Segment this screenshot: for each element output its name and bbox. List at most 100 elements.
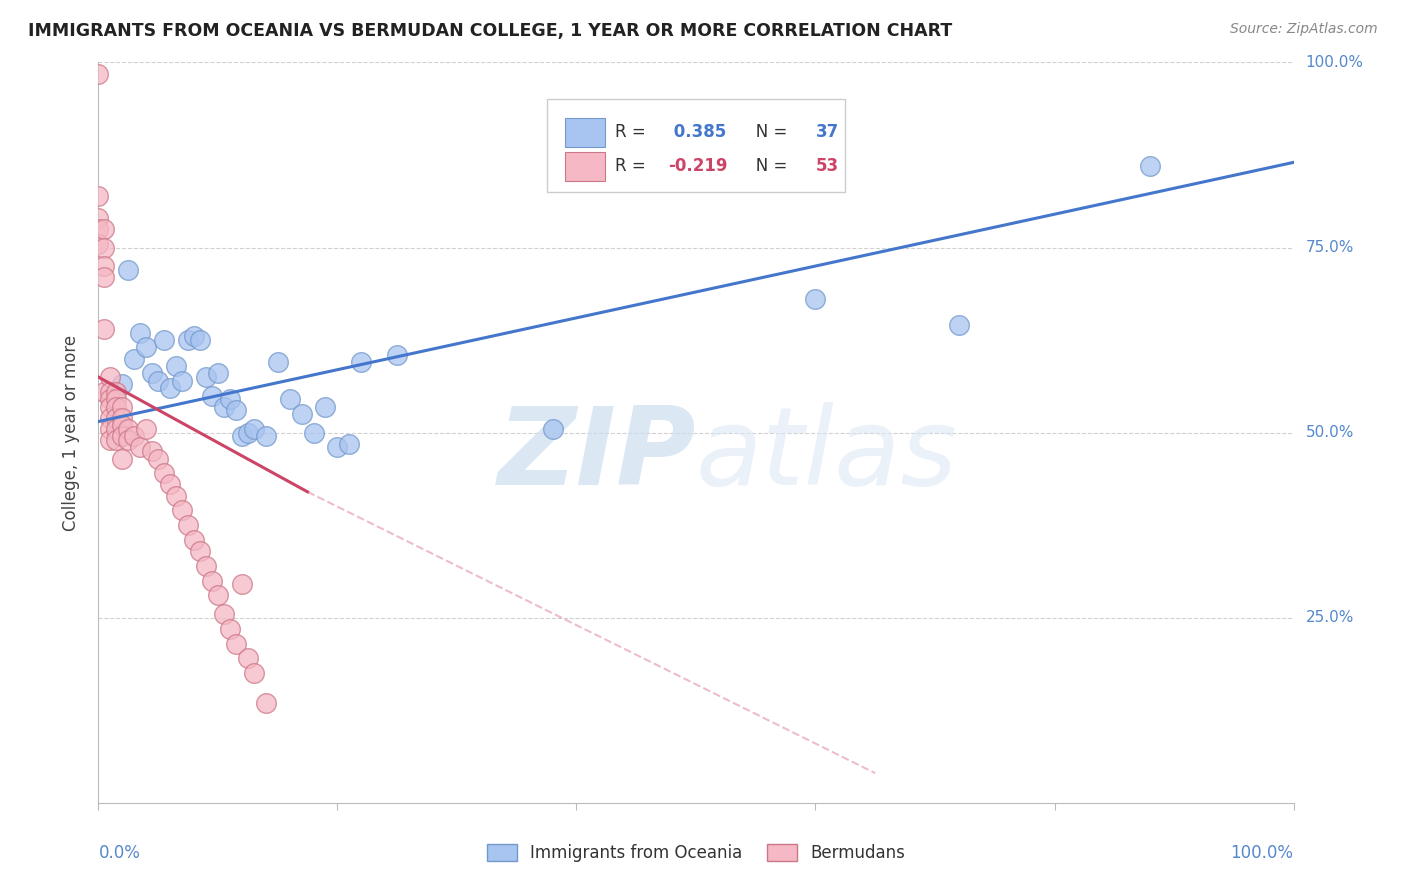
Point bbox=[93, 222, 115, 236]
Point bbox=[93, 322, 115, 336]
Point bbox=[195, 558, 218, 573]
Text: 0.385: 0.385 bbox=[668, 123, 727, 141]
Point bbox=[195, 370, 218, 384]
Point bbox=[105, 422, 128, 436]
Point bbox=[243, 666, 266, 681]
Point bbox=[172, 503, 194, 517]
Point bbox=[141, 367, 163, 381]
Point bbox=[291, 407, 314, 421]
Point bbox=[93, 270, 115, 285]
Point bbox=[111, 418, 134, 433]
Point bbox=[212, 400, 235, 414]
Point bbox=[165, 489, 187, 503]
Text: 100.0%: 100.0% bbox=[1306, 55, 1364, 70]
Point bbox=[93, 259, 115, 273]
Point bbox=[231, 577, 253, 591]
Point bbox=[98, 400, 122, 414]
Point bbox=[207, 367, 229, 381]
Text: 37: 37 bbox=[815, 123, 839, 141]
Text: 25.0%: 25.0% bbox=[1306, 610, 1354, 625]
Point bbox=[111, 429, 134, 443]
Point bbox=[207, 589, 229, 603]
Point bbox=[93, 240, 115, 255]
Point bbox=[243, 422, 266, 436]
Point bbox=[201, 574, 224, 588]
Point bbox=[339, 436, 361, 450]
Point bbox=[87, 222, 110, 236]
Point bbox=[117, 262, 139, 277]
Point bbox=[302, 425, 325, 440]
Point bbox=[219, 392, 242, 407]
Point bbox=[93, 384, 115, 399]
Point bbox=[148, 451, 170, 466]
Text: -0.219: -0.219 bbox=[668, 157, 728, 175]
Text: R =: R = bbox=[614, 123, 651, 141]
Point bbox=[117, 433, 139, 447]
Point bbox=[111, 377, 134, 392]
Point bbox=[212, 607, 235, 621]
Point bbox=[148, 374, 170, 388]
Point bbox=[98, 384, 122, 399]
Point bbox=[541, 422, 564, 436]
Point bbox=[98, 422, 122, 436]
Point bbox=[1139, 159, 1161, 173]
Point bbox=[117, 422, 139, 436]
Text: 100.0%: 100.0% bbox=[1230, 844, 1294, 862]
FancyBboxPatch shape bbox=[547, 99, 845, 192]
Point bbox=[105, 392, 128, 407]
Point bbox=[385, 348, 409, 362]
Point bbox=[153, 333, 176, 347]
Point bbox=[278, 392, 301, 407]
Point bbox=[165, 359, 187, 373]
Text: Source: ZipAtlas.com: Source: ZipAtlas.com bbox=[1230, 22, 1378, 37]
Point bbox=[124, 429, 146, 443]
Point bbox=[111, 451, 134, 466]
Point bbox=[201, 388, 224, 402]
Point bbox=[141, 444, 163, 458]
Text: 0.0%: 0.0% bbox=[98, 844, 141, 862]
FancyBboxPatch shape bbox=[565, 153, 605, 181]
Point bbox=[326, 441, 349, 455]
Point bbox=[254, 696, 277, 710]
Point bbox=[177, 333, 200, 347]
Point bbox=[225, 403, 247, 417]
Point bbox=[219, 622, 242, 636]
Point bbox=[350, 355, 373, 369]
Text: 50.0%: 50.0% bbox=[1306, 425, 1354, 440]
Point bbox=[804, 293, 827, 307]
Point bbox=[948, 318, 970, 333]
Point bbox=[159, 381, 181, 395]
Point bbox=[135, 422, 157, 436]
Point bbox=[254, 429, 277, 443]
Point bbox=[188, 544, 211, 558]
Point bbox=[172, 374, 194, 388]
Point bbox=[177, 518, 200, 533]
Legend: Immigrants from Oceania, Bermudans: Immigrants from Oceania, Bermudans bbox=[479, 837, 912, 869]
Point bbox=[188, 333, 211, 347]
Text: 53: 53 bbox=[815, 157, 838, 175]
Point bbox=[98, 433, 122, 447]
Point bbox=[87, 66, 110, 80]
Point bbox=[236, 651, 259, 665]
Text: 75.0%: 75.0% bbox=[1306, 240, 1354, 255]
Point bbox=[87, 188, 110, 202]
Point bbox=[87, 236, 110, 251]
Point bbox=[236, 425, 259, 440]
Point bbox=[135, 341, 157, 355]
Point bbox=[231, 429, 253, 443]
Text: N =: N = bbox=[740, 157, 793, 175]
Point bbox=[105, 400, 128, 414]
Text: atlas: atlas bbox=[696, 402, 957, 508]
FancyBboxPatch shape bbox=[565, 118, 605, 147]
Point bbox=[225, 637, 247, 651]
Point bbox=[129, 326, 152, 340]
Point bbox=[105, 433, 128, 447]
Point bbox=[111, 400, 134, 414]
Text: IMMIGRANTS FROM OCEANIA VS BERMUDAN COLLEGE, 1 YEAR OR MORE CORRELATION CHART: IMMIGRANTS FROM OCEANIA VS BERMUDAN COLL… bbox=[28, 22, 952, 40]
Point bbox=[111, 410, 134, 425]
Point bbox=[153, 467, 176, 481]
Point bbox=[124, 351, 146, 366]
Point bbox=[98, 370, 122, 384]
Point bbox=[183, 533, 205, 547]
Text: N =: N = bbox=[740, 123, 793, 141]
